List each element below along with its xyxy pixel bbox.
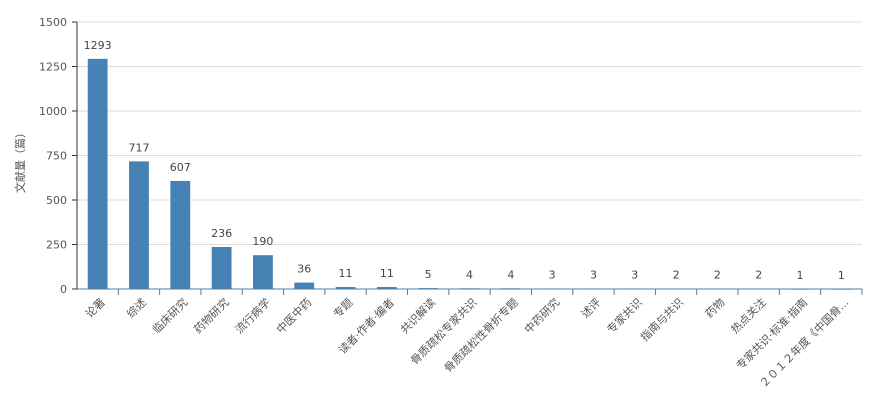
- data-label: 2: [714, 269, 721, 282]
- x-tick-label: 中药研究: [521, 295, 562, 336]
- data-label: 3: [631, 268, 638, 281]
- x-tick-label: 专家共识·标准·指南: [733, 295, 810, 372]
- y-tick-label: 1250: [39, 61, 67, 74]
- bar[interactable]: [87, 58, 108, 289]
- data-label: 4: [466, 268, 473, 281]
- x-tick-label: 中医中药: [274, 296, 314, 336]
- bar[interactable]: [253, 255, 273, 289]
- bars: [87, 58, 852, 290]
- x-tick-label: 述评: [579, 296, 604, 321]
- grid-lines: [77, 21, 862, 245]
- data-label: 236: [211, 227, 232, 240]
- y-tick-label: 500: [46, 194, 67, 207]
- data-label: 717: [128, 141, 149, 154]
- data-label: 36: [297, 263, 311, 276]
- data-label: 5: [425, 268, 432, 281]
- bar[interactable]: [294, 282, 315, 289]
- x-tick-label: 指南与共识: [637, 295, 686, 344]
- y-tick-label: 750: [46, 150, 67, 163]
- y-tick-label: 1500: [39, 16, 67, 29]
- data-label: 1: [797, 269, 804, 282]
- y-tick-label: 1000: [39, 105, 67, 118]
- data-label: 190: [252, 235, 273, 248]
- x-tick-label: 共识解读: [397, 295, 438, 336]
- data-label: 4: [507, 268, 514, 281]
- data-label: 3: [549, 268, 556, 281]
- x-tick-label: 临床研究: [149, 295, 190, 336]
- y-axis: 0 250 500 750 1000 1250 1500: [39, 16, 78, 296]
- y-tick-label: 250: [46, 239, 67, 252]
- bar[interactable]: [170, 180, 191, 289]
- bar[interactable]: [335, 287, 356, 289]
- x-tick-label: 专题: [330, 295, 355, 320]
- x-tick-label: 药物研究: [191, 295, 232, 336]
- x-tick-label: 骨质疏松性骨折专题: [441, 295, 521, 375]
- data-label: 11: [339, 267, 353, 280]
- y-axis-title: 文献量（篇）: [13, 127, 27, 193]
- data-label: 3: [590, 268, 597, 281]
- x-tick-label: 综述: [124, 295, 149, 320]
- data-label: 1293: [84, 39, 112, 52]
- x-tick-label: 专家共识: [604, 295, 645, 336]
- data-label: 2: [673, 269, 680, 282]
- x-tick-label: 流行病学: [232, 295, 273, 336]
- data-label: 607: [170, 161, 191, 174]
- bar[interactable]: [211, 246, 232, 289]
- data-label: 2: [755, 269, 762, 282]
- x-tick-label: 热点关注: [728, 295, 769, 336]
- bar[interactable]: [376, 287, 397, 289]
- x-tick-label: 论著: [82, 295, 107, 320]
- data-label: 11: [380, 267, 394, 280]
- x-tick-label: 药物: [702, 295, 727, 320]
- y-tick-label: 0: [60, 283, 67, 296]
- bar[interactable]: [129, 161, 149, 289]
- data-label: 1: [838, 269, 845, 282]
